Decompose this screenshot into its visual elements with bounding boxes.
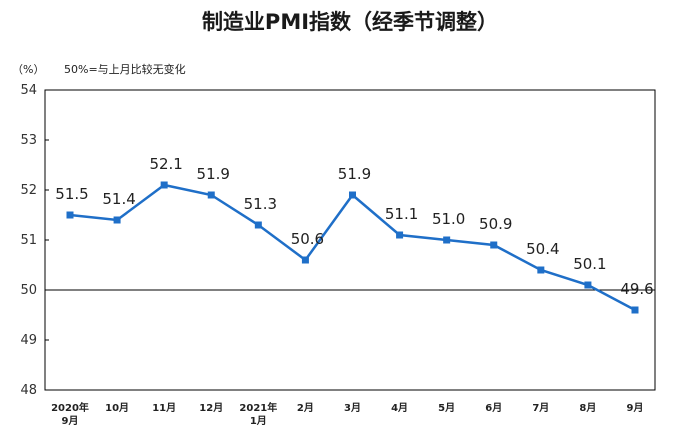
y-tick-label: 50 <box>20 283 37 298</box>
x-tick-label: 7月 <box>532 402 549 414</box>
x-tick-label: 2月 <box>297 402 314 414</box>
data-label: 49.6 <box>620 280 653 298</box>
x-tick-label: 2020年 <box>51 401 89 414</box>
x-tick-label: 1月 <box>250 415 267 427</box>
data-label: 51.5 <box>55 185 88 203</box>
x-tick-label: 9月 <box>627 402 644 414</box>
series-markers <box>66 181 639 314</box>
data-point <box>443 236 451 244</box>
data-point <box>349 191 356 199</box>
data-label: 50.6 <box>291 230 324 248</box>
data-labels: 51.5 51.4 52.1 51.9 51.3 50.6 51.9 51.1 51.0 50.9… <box>55 155 653 298</box>
data-point <box>631 306 639 314</box>
x-tick-label: 12月 <box>199 402 223 414</box>
y-tick-label: 49 <box>20 333 37 348</box>
annotation-label: 50%=与上月比较无变化 <box>64 62 186 76</box>
x-tick-label: 11月 <box>152 402 176 414</box>
x-tick-label: 8月 <box>579 402 596 414</box>
data-point <box>160 181 168 189</box>
unit-label: （%） <box>12 63 44 76</box>
data-label: 50.4 <box>526 240 559 258</box>
data-point <box>207 191 215 199</box>
x-tick-label: 4月 <box>391 402 408 414</box>
data-label: 51.1 <box>385 205 418 223</box>
data-point <box>396 231 404 239</box>
y-tick-label: 51 <box>20 233 37 248</box>
data-point <box>113 216 121 224</box>
x-tick-label: 6月 <box>485 402 502 414</box>
data-point <box>490 241 498 249</box>
data-label: 50.9 <box>479 215 512 233</box>
y-tick-label: 52 <box>20 183 37 198</box>
data-point <box>537 266 545 274</box>
y-tick-label: 53 <box>20 133 37 148</box>
x-tick-label: 2021年 <box>239 401 277 414</box>
data-point <box>584 281 592 289</box>
data-label: 51.9 <box>197 165 230 183</box>
x-tick-label: 10月 <box>105 402 129 414</box>
y-axis: 54 53 52 51 50 49 48 <box>20 83 49 398</box>
chart-title: 制造业PMI指数（经季节调整） <box>201 10 499 34</box>
data-label: 51.9 <box>338 165 371 183</box>
x-tick-label: 9月 <box>62 415 79 427</box>
data-label: 51.4 <box>102 190 135 208</box>
data-label: 50.1 <box>573 255 606 273</box>
data-point <box>66 211 74 219</box>
data-point <box>254 221 262 229</box>
data-point <box>301 256 309 264</box>
y-tick-label: 54 <box>20 83 37 98</box>
data-label: 51.3 <box>244 195 277 213</box>
x-tick-label: 5月 <box>438 402 455 414</box>
data-label: 52.1 <box>149 155 182 173</box>
data-label: 51.0 <box>432 210 465 228</box>
x-tick-label: 3月 <box>344 402 361 414</box>
y-tick-label: 48 <box>20 383 37 398</box>
plot-area <box>44 89 656 391</box>
